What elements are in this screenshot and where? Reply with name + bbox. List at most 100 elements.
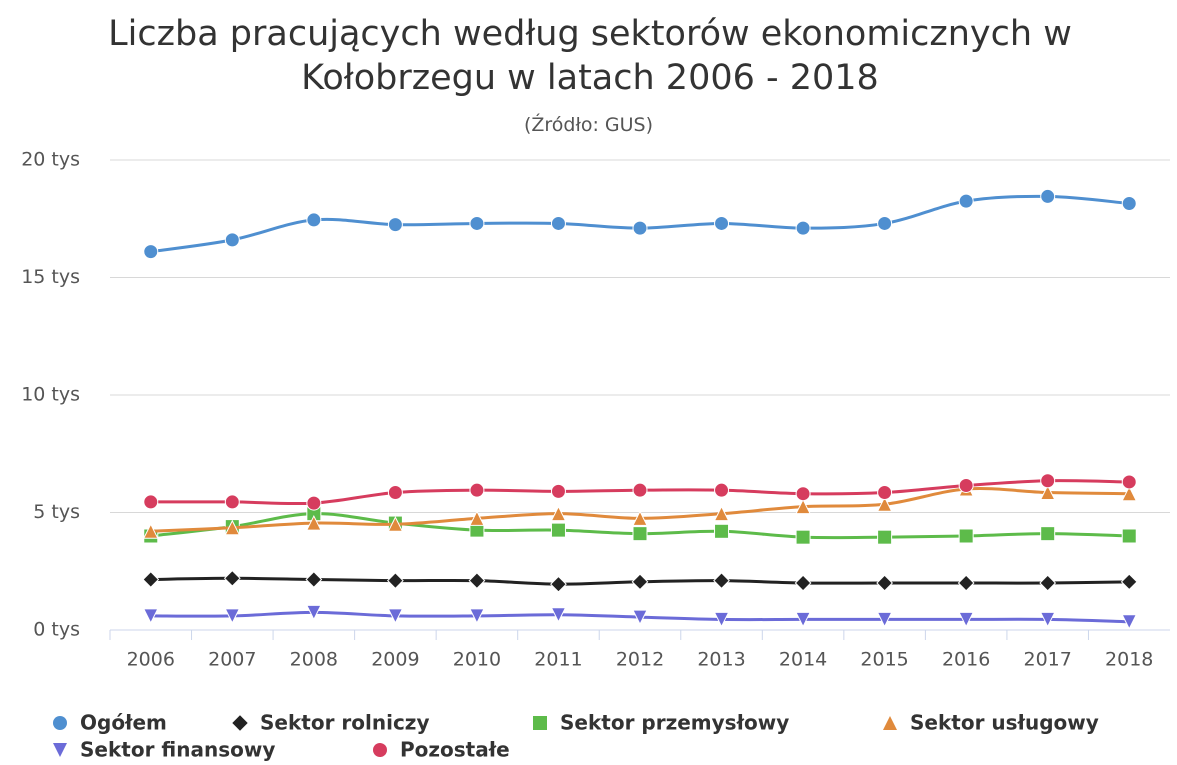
chart-title: Liczba pracujących według sektorów ekono… — [108, 14, 1072, 98]
legend-symbol — [232, 715, 248, 731]
data-point — [1039, 574, 1057, 592]
data-point — [387, 516, 404, 532]
data-point — [143, 244, 159, 260]
data-point — [795, 498, 811, 515]
data-point — [876, 496, 893, 512]
data-point — [795, 529, 811, 545]
legend-symbol — [53, 743, 67, 757]
legend-label: Ogółem — [80, 711, 167, 735]
data-point — [632, 609, 648, 626]
y-tick-label: 0 tys — [33, 619, 80, 641]
data-point — [306, 514, 322, 531]
legend-label: Pozostałe — [400, 738, 510, 762]
data-point — [794, 574, 812, 592]
data-point — [876, 611, 893, 628]
legend-symbol — [373, 743, 387, 757]
data-point — [795, 611, 811, 628]
data-point — [223, 569, 241, 587]
data-point — [469, 482, 485, 498]
data-point — [1039, 611, 1056, 628]
x-tick-label: 2018 — [1105, 649, 1153, 671]
data-point — [795, 486, 811, 502]
data-point — [142, 523, 159, 539]
data-point — [550, 215, 566, 231]
data-point — [142, 571, 160, 588]
x-tick-label: 2012 — [616, 649, 664, 671]
data-point — [1121, 528, 1137, 544]
data-point — [550, 522, 566, 538]
data-point — [877, 485, 893, 501]
x-tick-label: 2014 — [779, 649, 827, 671]
legend-label: Sektor rolniczy — [260, 711, 429, 735]
x-tick-label: 2011 — [534, 649, 582, 671]
data-point — [468, 572, 486, 590]
x-tick-label: 2006 — [127, 649, 175, 671]
legend-symbol — [53, 716, 67, 730]
y-tick-label: 5 tys — [33, 501, 80, 523]
data-point — [1121, 614, 1138, 630]
data-point — [632, 220, 648, 236]
x-tick-label: 2009 — [371, 649, 419, 671]
data-point — [795, 220, 811, 236]
data-point — [469, 510, 485, 526]
data-point — [958, 611, 974, 628]
data-point — [387, 608, 404, 625]
x-tick-label: 2015 — [860, 649, 908, 671]
chart-subtitle: (Źródło: GUS) — [523, 114, 654, 136]
data-point — [1040, 188, 1056, 204]
data-point — [631, 573, 649, 591]
data-point — [469, 215, 485, 231]
data-point — [632, 526, 648, 542]
x-tick-label: 2017 — [1024, 649, 1072, 671]
data-point — [387, 485, 403, 501]
data-point — [1121, 485, 1138, 502]
data-point — [306, 212, 322, 228]
data-point — [713, 505, 730, 522]
data-point — [143, 494, 159, 510]
data-point — [550, 575, 567, 593]
data-point — [713, 572, 730, 590]
data-point — [632, 510, 648, 526]
x-tick-label: 2008 — [290, 649, 338, 671]
data-point — [632, 482, 648, 498]
legend-symbol — [883, 716, 897, 730]
data-point — [224, 608, 241, 625]
data-point — [550, 483, 566, 499]
data-point — [1039, 484, 1056, 501]
data-point — [1120, 573, 1138, 591]
data-point — [876, 574, 894, 592]
data-point — [469, 608, 485, 625]
data-point — [550, 607, 567, 623]
x-tick-label: 2007 — [208, 649, 256, 671]
x-tick-label: 2010 — [453, 649, 501, 671]
legend-symbol — [533, 716, 547, 730]
data-point — [713, 611, 730, 628]
y-tick-label: 15 tys — [21, 266, 80, 288]
data-point — [958, 193, 974, 209]
data-point — [224, 519, 241, 536]
y-tick-label: 10 tys — [21, 384, 80, 406]
data-point — [306, 604, 322, 621]
data-point — [224, 232, 240, 248]
y-tick-label: 20 tys — [21, 149, 80, 171]
data-point — [1121, 474, 1137, 490]
data-point — [386, 572, 404, 590]
legend-label: Sektor przemysłowy — [560, 711, 789, 735]
data-point — [714, 215, 730, 231]
data-point — [958, 528, 974, 544]
data-point — [877, 529, 893, 545]
legend-label: Sektor finansowy — [80, 738, 275, 762]
legend-label: Sektor usługowy — [910, 711, 1099, 735]
data-point — [1040, 473, 1056, 489]
data-point — [550, 505, 567, 522]
data-point — [387, 217, 403, 233]
x-tick-label: 2016 — [942, 649, 990, 671]
data-point — [877, 215, 893, 231]
data-point — [957, 574, 975, 592]
data-point — [958, 477, 974, 493]
data-point — [305, 571, 323, 588]
data-point — [142, 608, 159, 625]
data-point — [714, 523, 730, 539]
